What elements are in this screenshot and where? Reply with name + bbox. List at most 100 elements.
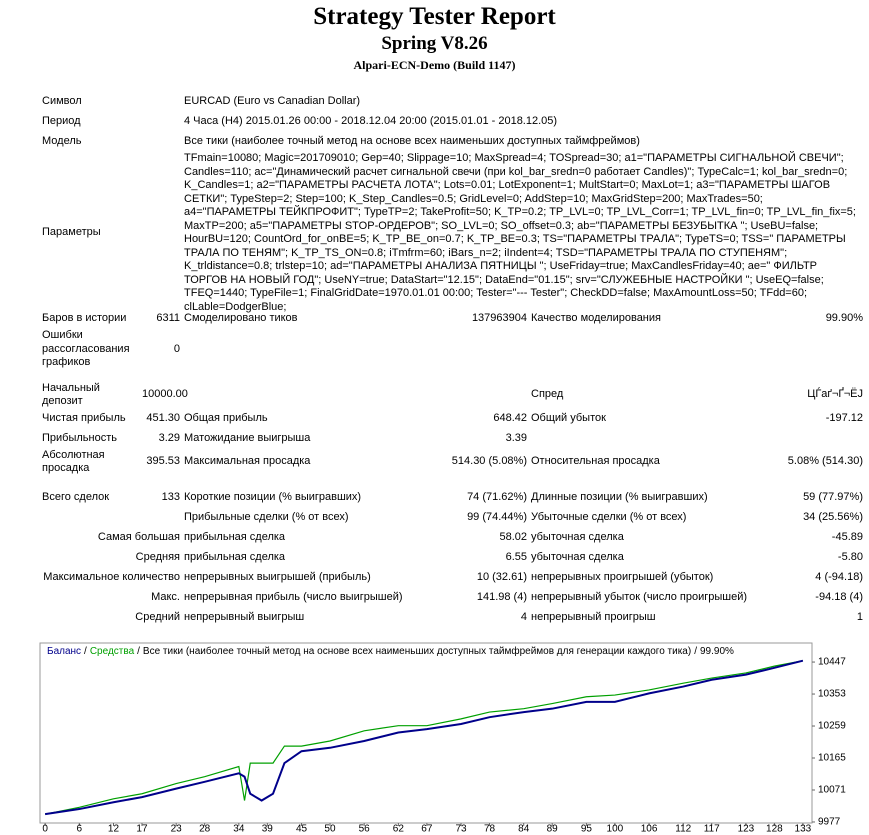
stats-label: Качество моделирования bbox=[531, 312, 661, 325]
stats-label: Общий убыток bbox=[531, 411, 606, 424]
stats-value: 3.29 bbox=[158, 431, 180, 444]
stats-value: 4 (-94.18) bbox=[815, 570, 863, 583]
x-tick-label: 56 bbox=[359, 824, 371, 835]
stats-value: 395.53 bbox=[146, 455, 180, 468]
info-table: Символ EURCAD (Euro vs Canadian Dollar) Пе… bbox=[40, 92, 858, 314]
stats-label: убыточная сделка bbox=[531, 550, 624, 563]
stats-label: Убыточные сделки (% от всех) bbox=[531, 510, 687, 523]
stats-row: Макс. непрерывная прибыль (число выигрыше… bbox=[40, 588, 865, 608]
series-line bbox=[45, 660, 803, 815]
stats-label: Абсолютная просадка bbox=[42, 448, 105, 475]
stats-value: ЦЃаґ¬Ґ¬ЁЈ bbox=[807, 388, 863, 401]
stats-row: Самая большая прибыльная сделка 58.02 убыто… bbox=[40, 528, 865, 548]
x-tick-label: 100 bbox=[607, 824, 624, 835]
x-tick-label: 17 bbox=[136, 824, 148, 835]
x-tick-label: 6 bbox=[77, 824, 83, 835]
stats-value: 99.90% bbox=[825, 312, 863, 325]
info-value: EURCAD (Euro vs Canadian Dollar) bbox=[184, 95, 361, 108]
stats-value: 58.02 bbox=[499, 530, 527, 543]
x-tick-label: 73 bbox=[455, 824, 467, 835]
stats-label: Средняя bbox=[135, 550, 180, 563]
info-row: Символ EURCAD (Euro vs Canadian Dollar) bbox=[40, 92, 858, 112]
stats-label bbox=[40, 508, 140, 528]
y-tick-label: 10447 bbox=[818, 657, 846, 668]
stats-value: 34 (25.56%) bbox=[803, 510, 863, 523]
stats-row: Чистая прибыль 451.30 Общая прибыль 648.42 О… bbox=[40, 409, 865, 429]
x-tick-label: 117 bbox=[704, 824, 720, 835]
stats-value bbox=[737, 329, 865, 370]
stats-label: Самая большая bbox=[97, 530, 180, 543]
stats-label: непрерывный убыток (число проигрышей) bbox=[531, 590, 748, 603]
stats-label: Максимальная просадка bbox=[184, 455, 311, 468]
legend-separator: / bbox=[137, 646, 140, 657]
stats-label: Ошибки рассогласования графиков bbox=[42, 329, 130, 368]
x-tick-label: 23 bbox=[171, 824, 183, 835]
info-row: Модель Все тики (наиболее точный метод на… bbox=[40, 132, 858, 152]
y-tick-label: 9977 bbox=[818, 817, 841, 828]
stats-value: 451.30 bbox=[146, 411, 180, 424]
x-tick-label: 34 bbox=[233, 824, 245, 835]
stats-label: Всего сделок bbox=[42, 490, 110, 503]
stats-row: Прибыльность 3.29 Матожидание выигрыша 3.39 bbox=[40, 429, 865, 449]
stats-value: -197.12 bbox=[825, 411, 863, 424]
x-tick-label: 39 bbox=[262, 824, 274, 835]
stats-row: Средний непрерывный выигрыш 4 непрерывный п… bbox=[40, 608, 865, 628]
x-tick-label: 112 bbox=[675, 824, 691, 835]
report-build: Alpari-ECN-Demo (Build 1147) bbox=[353, 58, 516, 72]
y-tick-label: 10259 bbox=[818, 721, 846, 732]
stats-value bbox=[737, 429, 865, 449]
stats-value: 648.42 bbox=[493, 411, 527, 424]
stats-label: прибыльная сделка bbox=[184, 550, 286, 563]
series-line bbox=[44, 659, 804, 816]
stats-row: Абсолютная просадка 395.53 Максимальная пр… bbox=[40, 449, 865, 476]
stats-label: Длинные позиции (% выигравших) bbox=[531, 490, 708, 503]
legend-entry: Баланс bbox=[47, 646, 81, 657]
chart: 0 6 12 17 23 28 34 39 45 50 56 62 67 73 78 84 89 95 100 106… bbox=[39, 642, 846, 835]
stats-row: Прибыльные сделки (% от всех) 99 (74.44%)… bbox=[40, 508, 865, 528]
stats-label: непрерывная прибыль (число выигрышей) bbox=[184, 590, 403, 603]
stats-value: -5.80 bbox=[837, 550, 863, 563]
stats-label: непрерывный выигрыш bbox=[184, 610, 305, 623]
stats-value: 10 (32.61) bbox=[476, 570, 527, 583]
stats-label: непрерывный проигрыш bbox=[531, 610, 656, 623]
info-label: Период bbox=[42, 115, 81, 128]
stats-row: Всего сделок 133 Короткие позиции (% выигр… bbox=[40, 476, 865, 508]
x-tick-label: 50 bbox=[324, 824, 336, 835]
stats-value: 3.39 bbox=[505, 431, 527, 444]
stats-value: 59 (77.97%) bbox=[803, 490, 863, 503]
report-title: Strategy Tester Report bbox=[313, 3, 556, 30]
x-tick-label: 78 bbox=[484, 824, 496, 835]
stats-value: 0 bbox=[173, 342, 180, 355]
plot-frame bbox=[39, 642, 813, 824]
stats-label bbox=[529, 429, 737, 449]
info-row: Параметры TFmain=10080; Magic=201709010; … bbox=[40, 152, 858, 314]
stats-value: 10000.00 bbox=[142, 388, 188, 401]
legend-method: Все тики (наиболее точный метод на основ… bbox=[143, 645, 691, 657]
legend-quality: 99.90% bbox=[700, 646, 734, 657]
stats-label: Начальный депозит bbox=[42, 381, 100, 408]
legend-separator: / bbox=[84, 646, 87, 657]
stats-value bbox=[386, 370, 529, 409]
x-tick-label: 62 bbox=[393, 824, 405, 835]
stats-label: Макс. bbox=[151, 590, 180, 603]
stats-value: 137963904 bbox=[471, 312, 527, 325]
stats-label bbox=[529, 329, 737, 370]
x-tick-label: 0 bbox=[42, 824, 48, 835]
legend-separator: / bbox=[694, 646, 697, 657]
legend-entry: Средства bbox=[90, 646, 135, 657]
stats-value bbox=[140, 508, 182, 528]
x-tick-label: 67 bbox=[421, 824, 433, 835]
x-tick-label: 95 bbox=[581, 824, 593, 835]
stats-row: Максимальное количество непрерывных выигр… bbox=[40, 568, 865, 588]
stats-value: -94.18 (4) bbox=[815, 590, 863, 603]
x-tick-label: 12 bbox=[108, 824, 120, 835]
info-label: Модель bbox=[42, 135, 82, 148]
legend: Баланс / Средства / Все тики (наиболее точны… bbox=[47, 645, 734, 657]
info-row: Период 4 Часа (H4) 2015.01.26 00:00 - 201… bbox=[40, 112, 858, 132]
x-tick-label: 106 bbox=[641, 824, 658, 835]
stats-label: Баров в истории bbox=[42, 312, 127, 325]
stats-label: непрерывных выигрышей (прибыль) bbox=[184, 570, 371, 583]
stats-label bbox=[182, 329, 386, 370]
x-tick-label: 45 bbox=[296, 824, 308, 835]
